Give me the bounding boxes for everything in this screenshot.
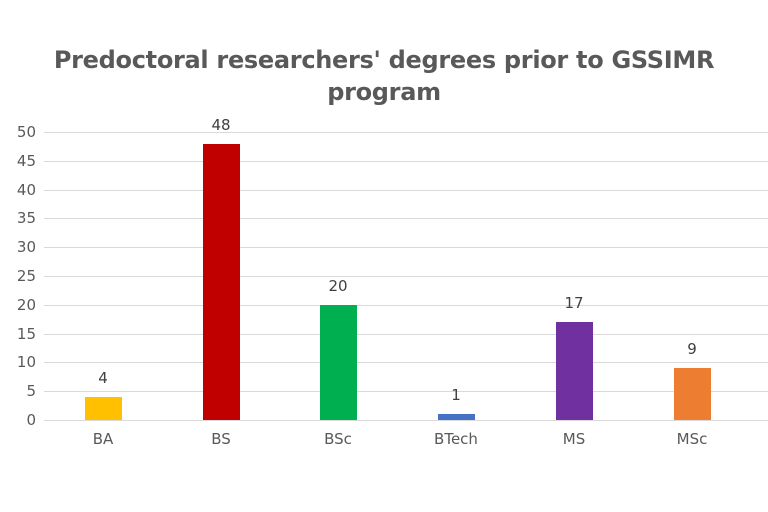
chart-title: Predoctoral researchers' degrees prior t… [0,44,768,108]
gridline [44,218,768,220]
x-tick-label: MSc [676,430,708,448]
x-tick-label: BSc [324,430,352,448]
plot-area: 4 BA 48 BS 20 BSc 1 BTech 17 MS 9 MSc [44,116,768,448]
gridline [44,391,768,393]
y-tick-label: 15 [16,324,36,343]
data-label: 48 [211,115,231,134]
x-tick-label: BA [92,430,114,448]
data-label: 20 [328,276,348,295]
x-tick-label: MS [562,430,586,448]
y-tick-label: 50 [16,123,36,141]
gridline [44,247,768,249]
x-tick-label: BS [211,430,231,448]
chart-title-line-1: Predoctoral researchers' degrees prior t… [53,46,715,74]
bar-btech [437,414,475,420]
y-tick-label: 5 [26,382,36,401]
gridline [44,189,768,191]
bar-ms [555,322,593,420]
y-tick-label: 35 [16,209,36,228]
y-tick-label: 30 [16,238,36,257]
gridline [44,160,768,162]
bar-bs [202,143,240,420]
y-tick-label: 10 [16,353,36,372]
bar-bsc [319,304,357,420]
y-tick-label: 20 [16,295,36,314]
chart-title-line-2: program [327,78,441,106]
gridline [44,420,768,421]
gridline [44,304,768,306]
y-tick-label: 0 [26,411,36,429]
y-tick-label: 25 [16,267,36,285]
gridline [44,276,768,277]
gridline [44,132,768,133]
data-label: 17 [564,294,584,313]
bar-msc [673,368,711,420]
data-label: 1 [451,386,461,405]
y-tick-label: 45 [16,151,36,170]
y-tick-label: 40 [16,180,36,199]
bar-ba [84,396,122,420]
data-label: 4 [98,368,108,387]
x-tick-label: BTech [434,430,478,448]
data-label: 9 [687,340,697,359]
gridline [44,333,768,335]
gridline [44,362,768,364]
